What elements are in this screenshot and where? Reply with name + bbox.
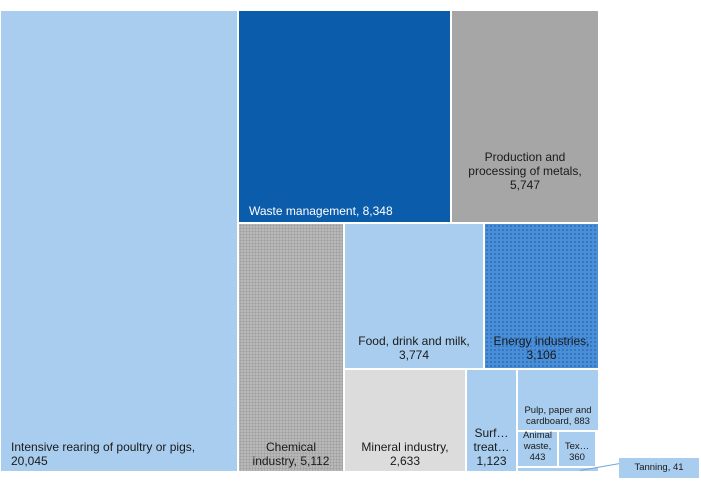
treemap-tile	[517, 467, 599, 472]
tanning-callout-label: Tanning, 41	[619, 458, 699, 478]
tile-label: Intensive rearing of poultry or pigs, 20…	[11, 440, 196, 468]
treemap-tile: Production and processing of metals, 5,7…	[451, 10, 599, 223]
treemap-tile: Waste management, 8,348	[238, 10, 451, 223]
tile-label: Production and processing of metals, 5,7…	[468, 150, 582, 192]
tile-label: Surf… treat… 1,123	[473, 426, 510, 468]
tile-label: Animal waste, 443	[522, 430, 553, 463]
tile-label: Tex… 360	[564, 441, 590, 463]
tile-label: Food, drink and milk, 3,774	[358, 334, 470, 362]
tile-label: Energy industries, 3,106	[493, 334, 590, 362]
treemap-tile: Animal waste, 443	[517, 430, 558, 467]
treemap-tile: Mineral industry, 2,633	[344, 369, 466, 472]
treemap-tile: Intensive rearing of poultry or pigs, 20…	[0, 10, 238, 472]
tile-label: Waste management, 8,348	[249, 204, 393, 218]
treemap-tile: Chemical industry, 5,112	[238, 223, 344, 472]
tile-label: Pulp, paper and cardboard, 883	[524, 405, 592, 427]
treemap-tile: Food, drink and milk, 3,774	[344, 223, 484, 369]
treemap-tile: Tex… 360	[558, 431, 596, 467]
treemap-tile: Energy industries, 3,106	[484, 223, 599, 369]
tile-label: Chemical industry, 5,112	[252, 440, 330, 468]
treemap-tile: Surf… treat… 1,123	[466, 369, 517, 472]
tile-label: Mineral industry, 2,633	[361, 440, 449, 468]
treemap-tile: Pulp, paper and cardboard, 883	[517, 369, 599, 431]
